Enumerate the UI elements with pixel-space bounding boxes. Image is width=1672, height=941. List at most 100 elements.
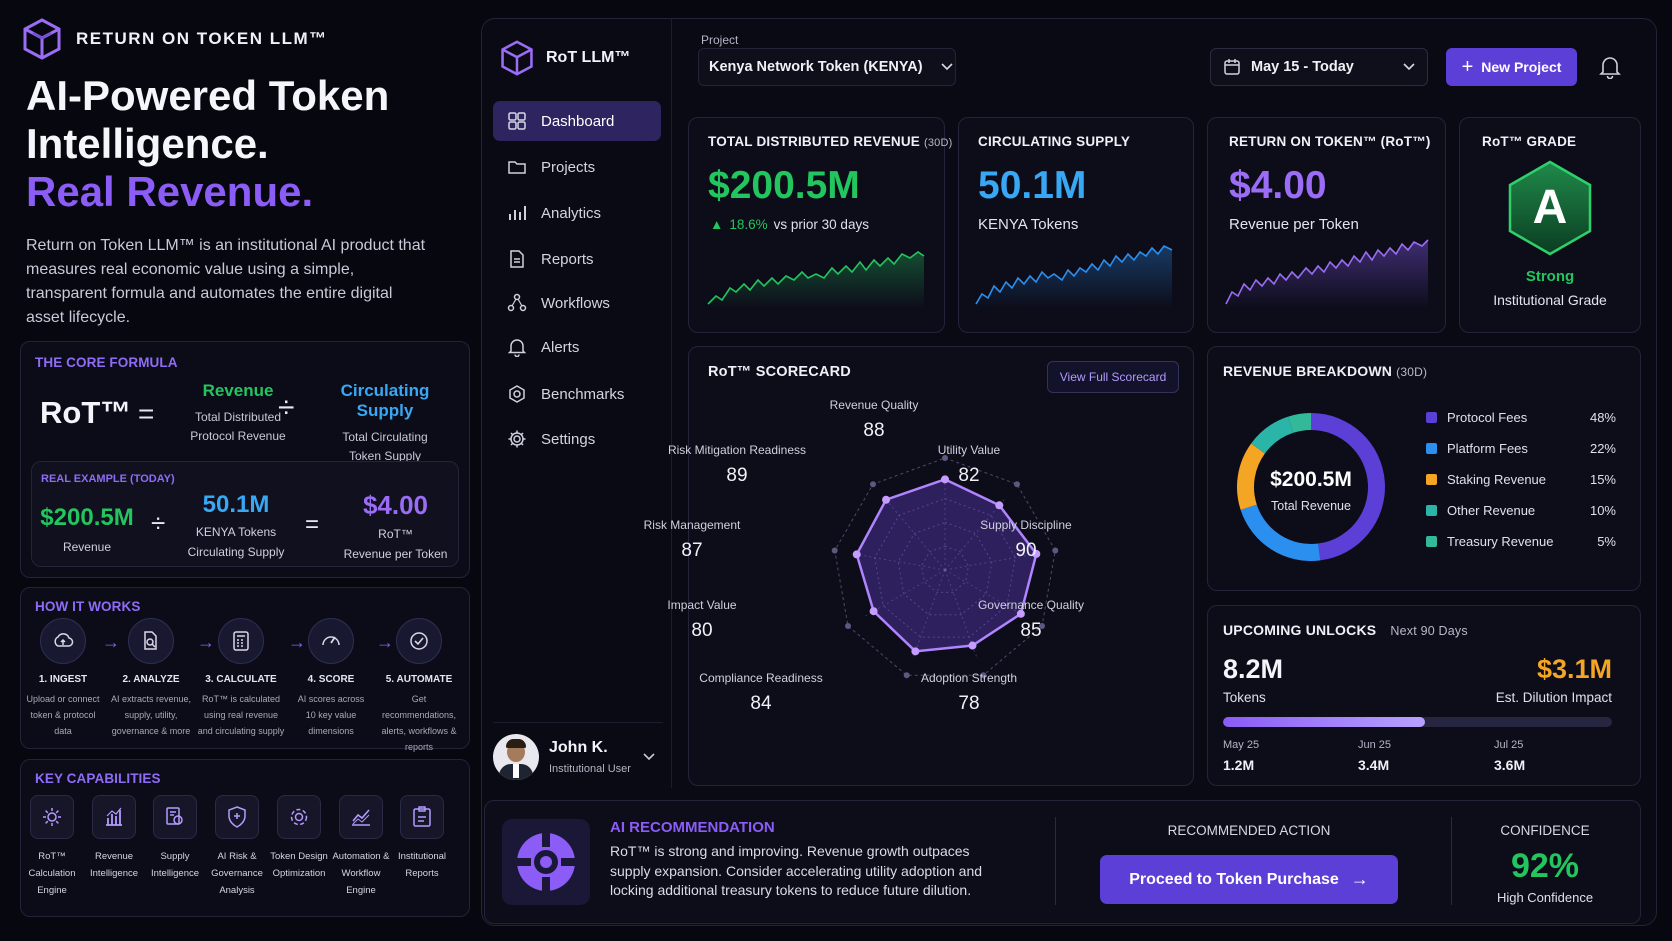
capability-label-line: Intelligence	[89, 868, 139, 879]
cube-logo-icon	[501, 40, 533, 76]
legend-swatch	[1426, 443, 1437, 454]
radar-spoke	[944, 569, 1028, 619]
grade-label1: Strong	[1525, 268, 1575, 285]
radar-ring-point	[903, 672, 910, 679]
capability-label-line: Analysis	[219, 885, 255, 896]
sidebar-item-projects[interactable]: Projects	[493, 147, 661, 187]
step-title: 1. INGEST	[38, 674, 88, 685]
bell-icon	[507, 339, 527, 357]
new-project-button[interactable]: + New Project	[1446, 48, 1577, 86]
date-range-select[interactable]: May 15 - Today	[1210, 48, 1428, 86]
unlocks-tokens-label: Tokens	[1223, 690, 1266, 705]
user-role: Institutional User	[549, 762, 631, 775]
unlocks-card	[1207, 605, 1641, 786]
sidebar-item-settings[interactable]: Settings	[493, 419, 661, 459]
radar-dimension-label: Adoption Strength	[920, 671, 1018, 685]
unlock-date: May 25	[1223, 739, 1260, 751]
recommended-action-title: RECOMMENDED ACTION	[1167, 823, 1331, 838]
rot-value: $4.00	[1229, 164, 1327, 207]
radar-outer-ring	[834, 457, 1056, 676]
view-full-scorecard-button[interactable]: View Full Scorecard	[1047, 361, 1179, 393]
example-divide: ÷	[151, 508, 166, 538]
capability-label-line: Reports	[405, 868, 439, 879]
arrow-up-icon: ▲	[710, 217, 724, 232]
capability-item[interactable]: Institutional Reports	[390, 795, 454, 882]
radar-dimension-value: 85	[1020, 620, 1042, 641]
sidebar-item-analytics[interactable]: Analytics	[493, 193, 661, 233]
example-supply-label1: KENYA Tokens	[195, 525, 277, 539]
radar-spoke	[851, 552, 946, 571]
sidebar-item-workflows[interactable]: Workflows	[493, 283, 661, 323]
sidebar-item-dashboard[interactable]: Dashboard	[493, 101, 661, 141]
grade-title: RoT™ GRADE	[1482, 134, 1577, 149]
bell-icon[interactable]	[1599, 55, 1621, 79]
sidebar-item-alerts[interactable]: Alerts	[493, 327, 661, 367]
legend-item: Staking Revenue 15%	[1426, 472, 1616, 487]
capability-item[interactable]: RoT™ Calculation Engine	[20, 795, 84, 899]
capability-item[interactable]: AI Risk & Governance Analysis	[205, 795, 269, 899]
capability-item[interactable]: Token Design Optimization	[267, 795, 331, 882]
radar-spoke	[944, 496, 1007, 571]
radar-dimension-label: Compliance Readiness	[699, 671, 823, 685]
capability-item[interactable]: Revenue Intelligence	[82, 795, 146, 882]
example-revenue-label: Revenue	[62, 540, 112, 554]
revenue-value: $200.5M	[708, 164, 860, 207]
radar-grid	[874, 498, 1016, 638]
arrow-right-icon: →	[102, 632, 120, 652]
unlocks-period: Next 90 Days	[1390, 624, 1468, 638]
arrow-right-icon: →	[288, 632, 306, 652]
how-step: 3. CALCULATE RoT™ is calculated using real…	[196, 618, 286, 739]
date-range-value: May 15 - Today	[1251, 59, 1354, 75]
capability-item[interactable]: Automation & Workflow Engine	[329, 795, 393, 899]
capability-label: Revenue Intelligence	[82, 848, 146, 882]
sidebar-item-benchmarks[interactable]: Benchmarks	[493, 374, 661, 414]
rot-title: RETURN ON TOKEN™ (RoT™)	[1229, 134, 1431, 149]
legend-swatch	[1426, 536, 1437, 547]
step-desc-line: AI extracts revenue,	[110, 694, 192, 704]
project-select[interactable]: Kenya Network Token (KENYA)	[698, 48, 956, 86]
radar-spoke	[911, 569, 946, 660]
radar-ring-point	[870, 481, 877, 488]
step-desc: RoT™ is calculated using real revenue and …	[196, 691, 286, 739]
recommendation-text: RoT™ is strong and improving. Revenue gr…	[610, 843, 983, 898]
user-menu[interactable]: John K. Institutional User	[493, 722, 663, 784]
capability-label-line: Calculation	[28, 868, 76, 879]
example-rot: $4.00 RoT™ Revenue per Token	[333, 490, 458, 561]
proceed-to-token-purchase-button[interactable]: Proceed to Token Purchase →	[1100, 855, 1398, 904]
how-step: 2. ANALYZE AI extracts revenue, supply, ut…	[106, 618, 196, 739]
example-title: REAL EXAMPLE (TODAY)	[41, 473, 175, 485]
supply-icon	[153, 795, 197, 839]
revenue-change-label: vs prior 30 days	[773, 217, 869, 232]
radar-ring-point	[980, 672, 987, 679]
unlocks-impact-label: Est. Dilution Impact	[1495, 690, 1612, 705]
step-title: 4. SCORE	[307, 674, 355, 685]
app-logo[interactable]: RoT LLM™	[500, 40, 630, 76]
radar-dimension-label: Utility Value	[937, 443, 1001, 457]
radar-data-point	[995, 501, 1004, 510]
capability-item[interactable]: Supply Intelligence	[143, 795, 207, 882]
how-step: 5. AUTOMATE Get recommendations, alerts, w…	[374, 618, 464, 755]
step-desc-line: Get recommendations,	[381, 694, 457, 720]
capability-label-line: Revenue	[94, 851, 134, 862]
radar-spoke	[944, 552, 1039, 571]
radar-dimension-value: 78	[958, 693, 980, 714]
legend-swatch	[1426, 412, 1437, 423]
step-desc-line: and circulating supply	[197, 726, 285, 736]
confidence-title: CONFIDENCE	[1500, 823, 1590, 838]
radar-dimension-label: Revenue Quality	[829, 398, 919, 412]
legend-swatch	[1426, 474, 1437, 485]
project-value: Kenya Network Token (KENYA)	[709, 59, 923, 75]
scorecard-card	[688, 346, 1194, 786]
project-label: Project	[701, 33, 739, 47]
radar-dimension-value: 90	[1015, 540, 1037, 561]
radar-data-point	[869, 607, 878, 616]
example-equals: =	[305, 511, 320, 538]
sidebar-item-reports[interactable]: Reports	[493, 239, 661, 279]
sidebar-item-label: Benchmarks	[541, 385, 625, 403]
step-desc: Upload or connect token & protocol data	[18, 691, 108, 739]
formula-supply-desc2: Token Supply	[348, 449, 422, 463]
radar-data-point	[968, 641, 977, 650]
radar-dimension-value: 88	[863, 420, 885, 441]
gear-icon	[508, 430, 526, 448]
legend-item: Other Revenue 10%	[1426, 503, 1616, 518]
